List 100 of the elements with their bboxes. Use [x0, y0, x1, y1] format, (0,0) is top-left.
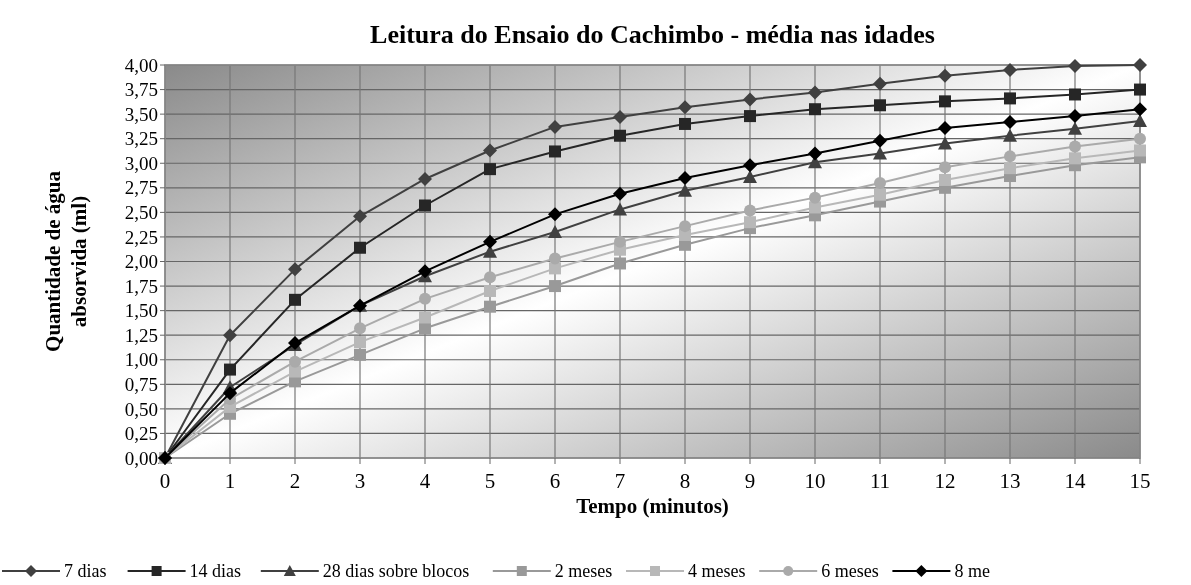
- x-tick-label: 0: [159, 469, 171, 493]
- point: [744, 216, 756, 229]
- point: [874, 176, 886, 189]
- point: [1133, 58, 1147, 72]
- point: [419, 292, 431, 305]
- point: [353, 209, 367, 224]
- point: [354, 348, 366, 361]
- point: [614, 129, 626, 142]
- point: [354, 336, 366, 349]
- point: [678, 183, 692, 197]
- point: [419, 199, 431, 212]
- point: [288, 262, 302, 277]
- point: [1134, 83, 1146, 96]
- point: [1003, 62, 1017, 77]
- y-tick-label: 1,75: [124, 275, 158, 297]
- point: [939, 161, 951, 174]
- point: [743, 158, 757, 173]
- y-tick-label: 0,75: [124, 373, 158, 395]
- point: [1134, 144, 1146, 157]
- point: [808, 85, 822, 100]
- point: [548, 207, 562, 222]
- y-tick-label: 3,75: [124, 79, 158, 101]
- point: [289, 293, 301, 306]
- point: [418, 171, 432, 186]
- x-tick-label: 14: [1064, 469, 1086, 493]
- point: [549, 262, 561, 275]
- point: [484, 300, 496, 313]
- point: [419, 311, 431, 324]
- point: [484, 284, 496, 297]
- point: [1069, 140, 1081, 153]
- point: [1004, 92, 1016, 105]
- x-tick-label: 11: [869, 469, 891, 493]
- point: [744, 204, 756, 217]
- x-axis-title: Tempo (minutos): [576, 494, 729, 518]
- y-tick-label: 4,00: [124, 54, 158, 76]
- point: [613, 202, 627, 216]
- point: [809, 191, 821, 204]
- y-tick-label: 2,50: [124, 202, 158, 224]
- x-tick-label: 3: [354, 469, 366, 493]
- point: [939, 95, 951, 108]
- point: [289, 355, 301, 368]
- point: [1069, 88, 1081, 101]
- point: [873, 146, 887, 160]
- legend-label: 28 dias sobre blocos: [322, 561, 470, 582]
- x-tick-label: 12: [934, 469, 956, 493]
- legend-label: 6 meses: [821, 561, 879, 582]
- point: [939, 173, 951, 186]
- point: [484, 163, 496, 176]
- y-tick-label: 0,25: [124, 423, 158, 445]
- point: [808, 146, 822, 161]
- y-tick-label: 1,25: [124, 324, 158, 346]
- point: [938, 136, 952, 150]
- point: [1134, 132, 1146, 145]
- y-tick-label: 0,50: [124, 398, 158, 420]
- point: [679, 117, 691, 130]
- point: [1068, 109, 1082, 124]
- point: [1069, 152, 1081, 165]
- x-tick-label: 7: [614, 469, 626, 493]
- x-tick-label: 9: [744, 469, 756, 493]
- legend-label: 2 meses: [554, 561, 613, 582]
- y-tick-label: 2,00: [124, 251, 158, 273]
- x-tick-label: 5: [484, 469, 496, 493]
- y-tick-label: 0,00: [124, 447, 158, 469]
- chart-title: Leitura do Ensaio do Cachimbo - média nas idades: [370, 20, 935, 49]
- point: [483, 234, 497, 249]
- y-tick-label: 3,25: [124, 128, 158, 150]
- point: [354, 241, 366, 254]
- point: [1068, 58, 1082, 73]
- point: [223, 328, 237, 343]
- x-tick-label: 15: [1129, 469, 1151, 493]
- point: [548, 119, 562, 134]
- point: [289, 365, 301, 378]
- point: [1133, 102, 1147, 117]
- point: [873, 133, 887, 148]
- point: [938, 120, 952, 135]
- point: [1133, 114, 1147, 127]
- point: [614, 257, 626, 270]
- point: [874, 99, 886, 112]
- x-tick-label: 13: [999, 469, 1021, 493]
- x-tick-label: 10: [804, 469, 826, 493]
- point: [744, 110, 756, 123]
- point: [938, 68, 952, 83]
- x-tick-label: 8: [679, 469, 691, 493]
- legend-label: 4 meses: [688, 561, 746, 582]
- point: [874, 188, 886, 201]
- point: [679, 220, 691, 233]
- point: [809, 103, 821, 116]
- y-tick-label: 2,25: [124, 226, 158, 248]
- point: [678, 170, 692, 185]
- point: [549, 145, 561, 158]
- y-tick-label: 3,00: [124, 152, 158, 174]
- point: [1004, 150, 1016, 163]
- point: [1004, 162, 1016, 175]
- legend-label: 8 me: [954, 561, 990, 582]
- point: [1003, 128, 1017, 142]
- legend-label: 14 dias: [189, 561, 242, 582]
- point: [1068, 121, 1082, 135]
- point: [224, 363, 236, 376]
- point: [613, 110, 627, 125]
- y-tick-label: 1,50: [124, 300, 158, 322]
